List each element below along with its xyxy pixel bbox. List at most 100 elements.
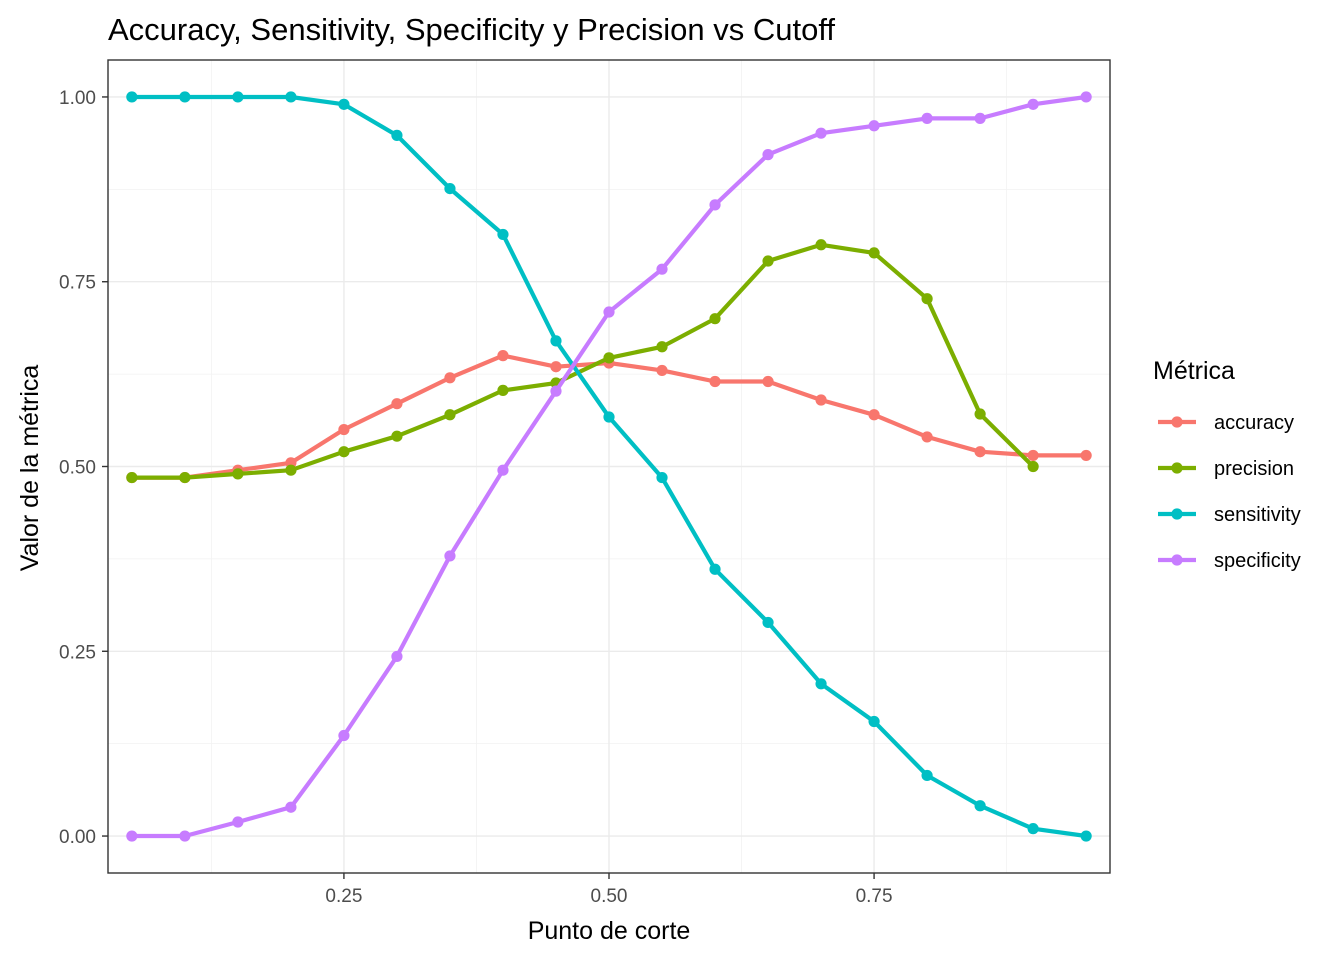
data-point-sensitivity: [603, 411, 615, 423]
data-point-precision: [603, 352, 615, 364]
data-point-precision: [921, 293, 933, 305]
y-axis-title: Valor de la métrica: [16, 365, 44, 572]
data-point-specificity: [338, 729, 350, 742]
data-point-accuracy: [1080, 449, 1092, 462]
x-axis-title: Punto de corte: [528, 917, 691, 945]
data-point-specificity: [497, 464, 509, 476]
series-specificity: [126, 91, 1092, 842]
y-tick-label: 0.75: [59, 273, 96, 294]
data-point-sensitivity: [550, 335, 562, 347]
data-point-specificity: [762, 149, 774, 161]
data-point-precision: [232, 468, 244, 480]
data-point-sensitivity: [285, 91, 297, 103]
chart-title: Accuracy, Sensitivity, Specificity y Pre…: [108, 12, 835, 47]
data-point-precision: [709, 313, 721, 325]
legend-key-point: [1171, 508, 1183, 520]
legend-item-accuracy: accuracy: [1158, 412, 1294, 434]
data-point-sensitivity: [179, 91, 191, 103]
data-point-specificity: [444, 550, 456, 562]
series-sensitivity: [126, 91, 1092, 842]
y-tick-label: 0.00: [59, 827, 96, 848]
y-tick-label: 1.00: [59, 88, 96, 109]
data-point-accuracy: [762, 375, 774, 388]
x-tick-label: 0.75: [856, 886, 893, 907]
data-point-precision: [762, 255, 774, 267]
legend-label: specificity: [1214, 550, 1301, 572]
data-point-sensitivity: [656, 471, 668, 484]
data-point-specificity: [391, 650, 403, 663]
data-point-specificity: [709, 199, 721, 211]
legend-label: precision: [1214, 458, 1294, 480]
data-point-sensitivity: [232, 91, 244, 103]
data-point-precision: [974, 408, 986, 420]
data-point-precision: [815, 239, 827, 251]
legend-item-specificity: specificity: [1158, 550, 1301, 572]
data-point-specificity: [550, 385, 562, 397]
data-point-precision: [444, 409, 456, 421]
data-point-sensitivity: [921, 769, 933, 782]
plot-panel: [107, 59, 1111, 874]
data-point-precision: [656, 341, 668, 353]
data-point-accuracy: [974, 446, 986, 458]
data-point-precision: [338, 446, 350, 458]
data-point-specificity: [179, 830, 191, 842]
data-point-specificity: [868, 120, 880, 132]
data-point-precision: [868, 247, 880, 259]
data-point-precision: [391, 430, 403, 442]
data-point-precision: [285, 464, 297, 476]
data-point-specificity: [656, 263, 668, 275]
data-point-specificity: [974, 112, 986, 124]
y-axis: 0.00 0.25 0.50 0.75 1.00: [59, 88, 108, 848]
y-tick-label: 0.25: [59, 642, 96, 663]
data-point-sensitivity: [497, 228, 509, 241]
legend-key-point: [1171, 554, 1183, 566]
data-point-sensitivity: [126, 91, 138, 103]
data-point-sensitivity: [709, 563, 721, 575]
data-point-sensitivity: [762, 616, 774, 629]
series-precision: [126, 239, 1039, 484]
data-point-sensitivity: [338, 98, 350, 110]
legend-item-precision: precision: [1158, 458, 1294, 480]
data-point-specificity: [232, 816, 244, 828]
legend-key-point: [1171, 462, 1183, 474]
data-point-precision: [179, 471, 191, 484]
x-tick-label: 0.50: [591, 886, 628, 907]
legend-item-sensitivity: sensitivity: [1158, 504, 1301, 526]
data-point-specificity: [126, 830, 138, 842]
legend: Métrica accuracy precision sensitivity spec…: [1153, 357, 1301, 572]
data-point-sensitivity: [1027, 823, 1039, 835]
data-point-specificity: [1027, 98, 1039, 110]
legend-label: accuracy: [1214, 412, 1294, 434]
y-tick-label: 0.50: [59, 458, 96, 479]
legend-title: Métrica: [1153, 357, 1235, 385]
data-point-accuracy: [815, 394, 827, 406]
x-axis: 0.25 0.50 0.75: [325, 873, 893, 907]
data-point-specificity: [603, 306, 615, 318]
data-point-sensitivity: [868, 715, 880, 728]
data-point-specificity: [921, 112, 933, 124]
legend-label: sensitivity: [1214, 504, 1301, 526]
data-point-accuracy: [497, 350, 509, 362]
legend-key-point: [1171, 416, 1183, 428]
data-point-accuracy: [656, 364, 668, 377]
data-point-sensitivity: [974, 800, 986, 812]
data-point-accuracy: [391, 398, 403, 410]
data-point-accuracy: [709, 375, 721, 388]
data-point-specificity: [815, 127, 827, 139]
data-point-sensitivity: [391, 129, 403, 141]
data-point-precision: [497, 384, 509, 396]
data-point-specificity: [1080, 91, 1092, 103]
data-point-accuracy: [868, 409, 880, 421]
x-tick-label: 0.25: [325, 886, 362, 907]
data-point-accuracy: [550, 361, 562, 373]
data-point-sensitivity: [444, 183, 456, 195]
data-point-accuracy: [1027, 449, 1039, 462]
data-point-specificity: [285, 801, 297, 813]
data-point-accuracy: [338, 423, 350, 436]
data-point-accuracy: [444, 372, 456, 384]
series-line-precision: [131, 242, 1035, 480]
data-point-sensitivity: [1080, 830, 1092, 842]
data-point-sensitivity: [815, 678, 827, 690]
data-point-precision: [1027, 460, 1039, 473]
